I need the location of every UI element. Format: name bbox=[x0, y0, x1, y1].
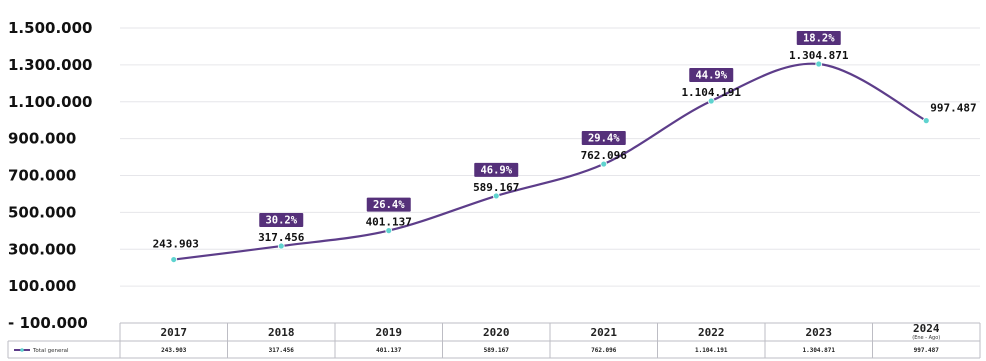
growth-badge bbox=[259, 213, 304, 228]
data-label: 1.304.871 bbox=[789, 49, 849, 62]
series-line bbox=[173, 62, 927, 261]
table-value-cell: 589.167 bbox=[484, 347, 510, 354]
x-tick-label: 2017 bbox=[161, 326, 188, 339]
y-tick-label: 900.000 bbox=[8, 130, 76, 148]
x-tick-label: 2020 bbox=[483, 326, 510, 339]
growth-label: 18.2% bbox=[803, 32, 835, 44]
table-value-cell: 243.903 bbox=[161, 347, 187, 354]
data-point bbox=[815, 60, 823, 68]
x-tick-label: 2021 bbox=[591, 326, 618, 339]
x-tick-label: 2023 bbox=[806, 326, 833, 339]
data-point bbox=[707, 97, 715, 105]
table-value-cell: 1.104.191 bbox=[695, 347, 728, 354]
growth-badge bbox=[796, 30, 841, 45]
growth-label: 46.9% bbox=[480, 164, 512, 176]
legend-label: Total general bbox=[32, 348, 69, 354]
data-label: 762.096 bbox=[581, 149, 628, 162]
growth-badge bbox=[581, 131, 626, 146]
y-tick-label: 300.000 bbox=[8, 240, 76, 258]
growth-badge bbox=[689, 67, 734, 82]
data-point bbox=[492, 192, 500, 200]
data-label: 401.137 bbox=[366, 216, 412, 229]
table-value-cell: 762.096 bbox=[591, 347, 617, 354]
growth-label: 44.9% bbox=[695, 69, 727, 81]
data-label: 317.456 bbox=[258, 231, 305, 244]
table-value-cell: 401.137 bbox=[376, 347, 402, 354]
y-tick-label: 100.000 bbox=[8, 277, 76, 295]
table-value-cell: 997.487 bbox=[914, 347, 940, 354]
y-tick-label: 700.000 bbox=[8, 167, 76, 185]
x-tick-sublabel: (Ene - Ago) bbox=[912, 335, 940, 341]
x-tick-label: 2024 bbox=[913, 322, 940, 335]
growth-badge bbox=[366, 197, 411, 212]
growth-badge bbox=[474, 162, 519, 177]
legend-marker-swatch bbox=[20, 348, 24, 352]
x-tick-label: 2022 bbox=[698, 326, 725, 339]
growth-label: 29.4% bbox=[588, 133, 620, 145]
table-value-cell: 317.456 bbox=[269, 347, 295, 354]
data-point bbox=[385, 227, 393, 235]
data-point bbox=[170, 256, 178, 263]
data-label: 1.104.191 bbox=[681, 86, 741, 99]
y-tick-label: 500.000 bbox=[8, 203, 76, 221]
x-tick-label: 2018 bbox=[268, 326, 295, 339]
growth-label: 26.4% bbox=[373, 199, 405, 211]
y-tick-label: 1.300.000 bbox=[8, 56, 92, 74]
data-label: 589.167 bbox=[473, 181, 519, 194]
data-point bbox=[922, 117, 930, 125]
y-tick-label: 1.500.000 bbox=[8, 19, 92, 37]
growth-label: 30.2% bbox=[265, 215, 297, 227]
y-tick-label: 1.100.000 bbox=[8, 93, 92, 111]
x-tick-label: 2019 bbox=[376, 326, 403, 339]
table-value-cell: 1.304.871 bbox=[802, 347, 835, 354]
data-label: 243.903 bbox=[153, 238, 199, 251]
data-point bbox=[277, 242, 285, 250]
data-point bbox=[600, 160, 608, 168]
y-tick-label: - 100.000 bbox=[8, 314, 88, 332]
data-label: 997.487 bbox=[930, 102, 976, 115]
